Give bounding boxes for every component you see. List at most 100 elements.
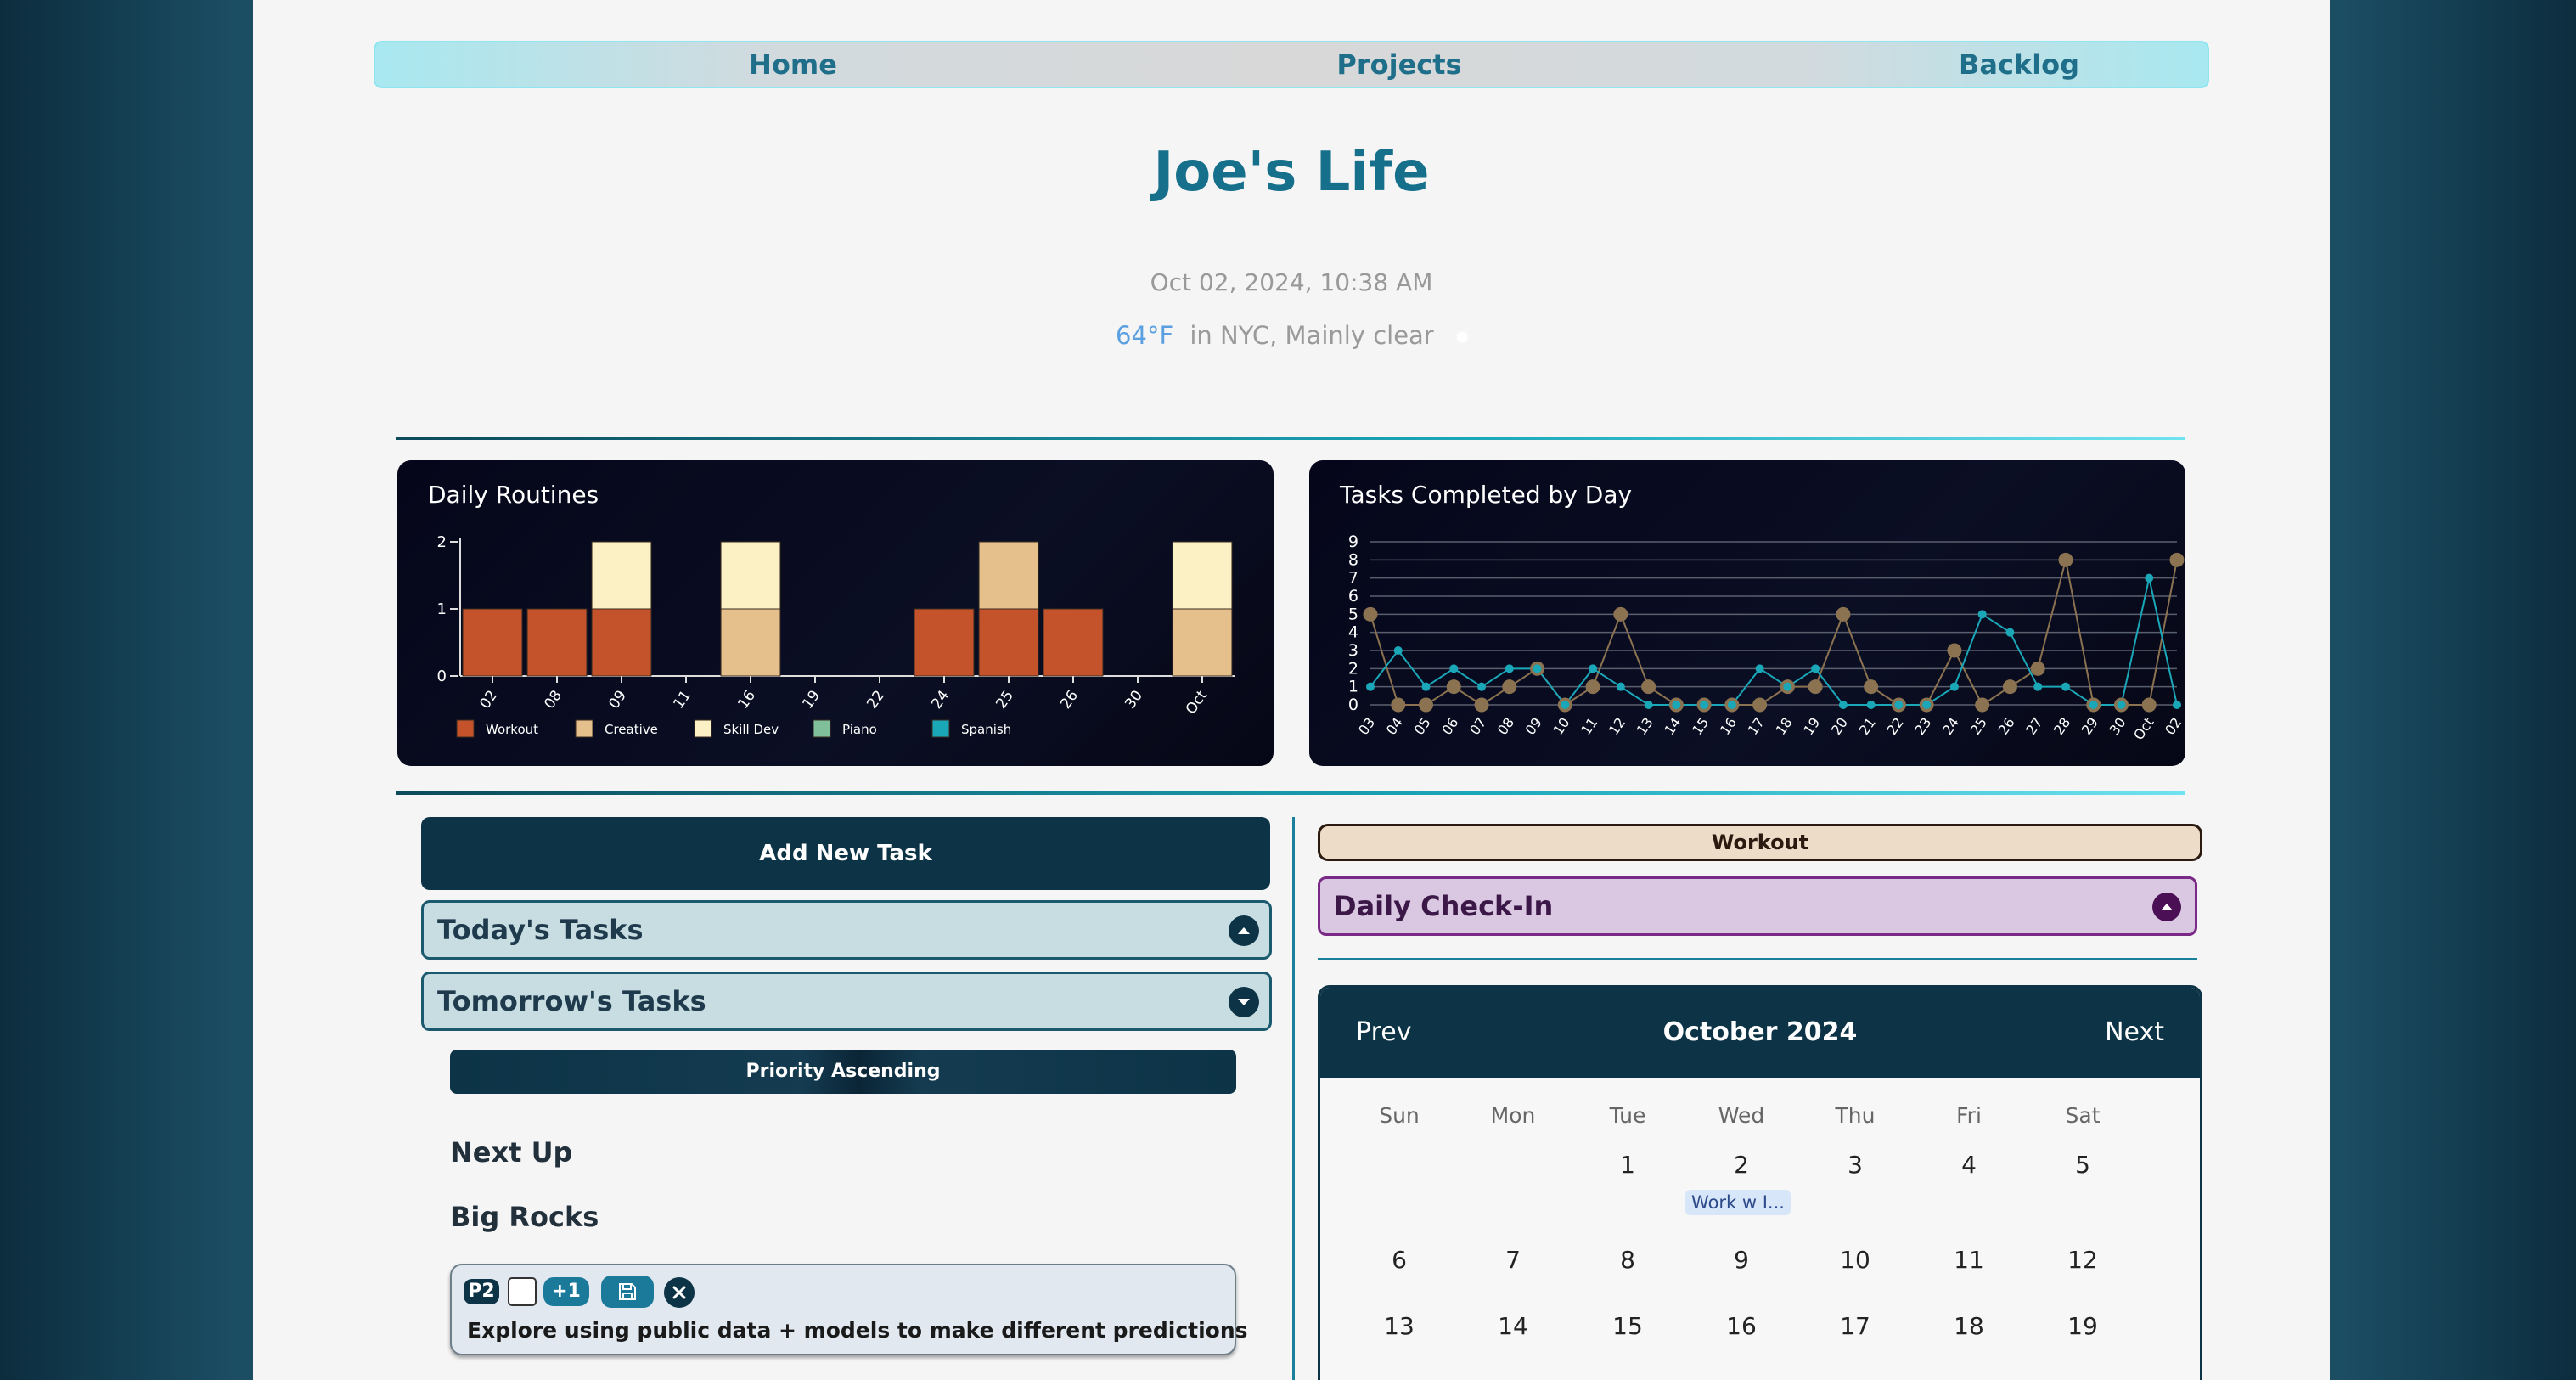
bar [1043, 608, 1104, 677]
calendar-next-button[interactable]: Next [2105, 1017, 2164, 1047]
x-tick-label: 24 [1939, 714, 1962, 738]
x-tick-label: 30 [2106, 714, 2129, 738]
x-tick-label: 02 [476, 687, 501, 712]
x-tick-label: 21 [1856, 714, 1879, 738]
increment-button[interactable]: +1 [543, 1277, 589, 1306]
calendar-day[interactable]: 2 [1734, 1151, 1749, 1179]
calendar-day[interactable]: 11 [1954, 1246, 1984, 1274]
routine-pill-workout[interactable]: Workout [1318, 824, 2202, 861]
task-checkbox[interactable] [508, 1277, 537, 1306]
data-point [1727, 701, 1736, 709]
data-point [1561, 701, 1570, 709]
x-tick-label: 25 [1967, 714, 1990, 738]
bar [914, 608, 975, 677]
task-item: P2 +1 Explore using public data + models… [450, 1264, 1248, 1355]
chevron-down-icon[interactable] [1229, 987, 1259, 1017]
data-point [1808, 679, 1823, 695]
data-point [1391, 697, 1406, 713]
calendar-day[interactable]: 17 [1840, 1312, 1870, 1340]
date-time: Oct 02, 2024, 10:38 AM [1150, 268, 1433, 296]
todays-tasks-label: Today's Tasks [437, 914, 644, 946]
data-point [2173, 701, 2181, 709]
nav-backlog[interactable]: Backlog [1958, 48, 2080, 81]
x-tick-label: 23 [1911, 714, 1934, 738]
x-tick-label: Oct [1183, 687, 1211, 718]
data-point [2033, 682, 2043, 691]
calendar-day[interactable]: 12 [2067, 1246, 2098, 1274]
bar [462, 608, 523, 677]
chevron-up-icon[interactable] [2152, 893, 2181, 921]
calendar-day[interactable]: 5 [2075, 1151, 2090, 1179]
daily-checkin-accordion[interactable]: Daily Check-In [1318, 876, 2197, 936]
x-tick-label: 11 [670, 687, 695, 712]
x-tick-label: 09 [1522, 714, 1545, 738]
x-tick-label: 04 [1383, 714, 1406, 738]
y-tick-label: 2 [1348, 659, 1358, 678]
tasks-chart-card: Tasks Completed by Day 0 1 2 3 4 5 6 7 8 9 03 04 05 0… [1309, 460, 2185, 766]
x-tick-label: 11 [1578, 714, 1600, 738]
temperature: 64°F [1116, 321, 1174, 350]
x-tick-label: 17 [1745, 714, 1768, 738]
calendar-day[interactable]: 10 [1840, 1246, 1870, 1274]
nav-home[interactable]: Home [749, 48, 837, 81]
y-tick-label: 1 [437, 600, 447, 618]
legend-swatch [694, 719, 712, 738]
x-tick-label: 02 [2162, 714, 2185, 738]
calendar-day[interactable]: 3 [1848, 1151, 1863, 1179]
legend-label: Workout [486, 722, 538, 737]
data-point [1838, 701, 1848, 709]
data-point [1477, 682, 1487, 691]
data-point [1421, 682, 1431, 691]
y-tick-label: 6 [1348, 587, 1358, 606]
legend-label: Creative [605, 722, 658, 737]
data-point [1505, 664, 1514, 673]
calendar: Prev October 2024 Next Sun Mon Tue Wed T… [1318, 985, 2202, 1380]
calendar-day[interactable]: 8 [1620, 1246, 1635, 1274]
sort-priority-button[interactable]: Priority Ascending [450, 1050, 1236, 1094]
x-tick-label: 15 [1689, 714, 1712, 738]
add-task-button[interactable]: Add New Task [421, 817, 1270, 890]
calendar-day[interactable]: 13 [1384, 1312, 1415, 1340]
nav-projects[interactable]: Projects [1336, 48, 1462, 81]
data-point [1474, 697, 1489, 713]
x-tick-label: 08 [541, 687, 565, 712]
calendar-event[interactable]: Work w I... [1685, 1190, 1791, 1215]
y-tick-label: 1 [1348, 678, 1358, 696]
x-tick-label: 16 [1717, 714, 1740, 738]
calendar-day[interactable]: 6 [1392, 1246, 1407, 1274]
y-tick-label: 3 [1348, 641, 1358, 660]
task-text: Explore using public data + models to ma… [467, 1318, 1248, 1343]
bar [1172, 541, 1233, 610]
data-point [1585, 679, 1600, 695]
y-tick-label: 7 [1348, 569, 1358, 588]
delete-button[interactable] [664, 1277, 695, 1308]
calendar-prev-button[interactable]: Prev [1356, 1017, 1412, 1047]
calendar-day[interactable]: 7 [1505, 1246, 1521, 1274]
divider-mid [396, 791, 2185, 795]
calendar-day[interactable]: 16 [1726, 1312, 1757, 1340]
tomorrows-tasks-accordion[interactable]: Tomorrow's Tasks [421, 972, 1272, 1031]
calendar-day[interactable]: 19 [2067, 1312, 2098, 1340]
data-point [1446, 679, 1461, 695]
calendar-day[interactable]: 4 [1961, 1151, 1977, 1179]
data-point [1864, 679, 1879, 695]
chevron-up-icon[interactable] [1229, 915, 1259, 946]
calendar-day[interactable]: 18 [1954, 1312, 1984, 1340]
weekday-sat: Sat [2065, 1103, 2101, 1128]
routines-chart-card: Daily Routines 0 1 2 02 08 09 11 16 19 22 24 25 26 30… [397, 460, 1274, 766]
calendar-day[interactable]: 14 [1498, 1312, 1528, 1340]
calendar-day[interactable]: 9 [1734, 1246, 1749, 1274]
data-point [1977, 610, 1987, 619]
top-nav: Home Projects Backlog [374, 41, 2209, 88]
data-point [2145, 573, 2154, 583]
todays-tasks-accordion[interactable]: Today's Tasks [421, 900, 1272, 960]
x-tick-label: 07 [1466, 714, 1489, 738]
save-button[interactable] [601, 1276, 654, 1308]
data-point [1811, 664, 1820, 673]
calendar-day[interactable]: 1 [1620, 1151, 1635, 1179]
calendar-day[interactable]: 15 [1612, 1312, 1643, 1340]
page-title: Joe's Life [1153, 141, 1430, 204]
x-tick-label: 05 [1411, 714, 1434, 738]
bar [978, 608, 1039, 677]
